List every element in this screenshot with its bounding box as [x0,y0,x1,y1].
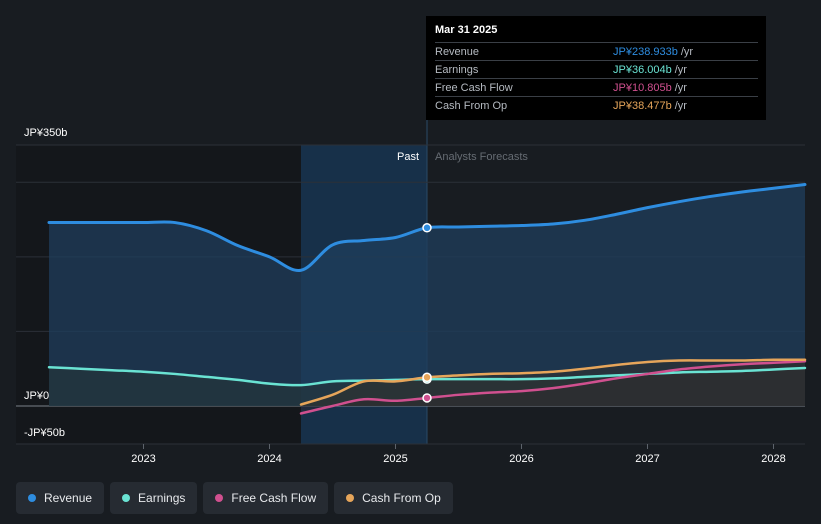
legend-item-cash-from-op[interactable]: Cash From Op [334,482,453,514]
free-cash-flow-marker [422,393,432,403]
past-region-label: Past [397,151,419,163]
tooltip-row-unit: /yr [674,99,687,112]
legend-dot-icon [28,494,36,502]
cash-from-op-line [299,358,807,406]
free-cash-flow-line [299,360,807,415]
revenue-area [49,184,805,406]
legend-item-earnings[interactable]: Earnings [110,482,198,514]
legend-label: Revenue [44,491,93,505]
y-axis-top-label: JP¥350b [24,127,67,139]
forecast-region-label: Analysts Forecasts [435,151,528,163]
x-axis-ticks: 2023 2024 2025 2026 2027 2028 [131,444,786,465]
legend-item-free-cash-flow[interactable]: Free Cash Flow [203,482,329,514]
data-tooltip: Mar 31 2025 Revenue JP¥238.933b/yr Earning… [426,16,766,120]
tooltip-row-unit: /yr [674,81,687,94]
x-tick-label: 2025 [383,453,407,465]
tooltip-row-unit: /yr [680,45,694,58]
tooltip-row-name: Revenue [435,45,480,58]
legend-dot-icon [122,494,131,502]
tooltip-row-value: JP¥10.805b [613,81,672,94]
tooltip-row-unit: /yr [674,63,687,76]
legend-item-revenue[interactable]: Revenue [16,482,105,514]
y-axis-zero-label: JP¥0 [24,390,49,402]
cash-from-op-marker [422,372,432,383]
x-tick-label: 2023 [131,453,155,465]
x-tick-label: 2026 [509,453,533,465]
tooltip-row: Free Cash Flow JP¥10.805b/yr [435,78,758,96]
chart-legend: Revenue Earnings Free Cash Flow Cash From O… [16,482,453,516]
legend-dot-icon [346,494,355,502]
x-tick-label: 2027 [635,453,659,465]
x-tick-label: 2024 [257,453,281,465]
tooltip-row-value: JP¥38.477b [613,99,672,112]
chart-labels: JP¥350b JP¥0 -JP¥50b Past Analysts Forec… [24,127,528,439]
tooltip-row-value: JP¥238.933b [613,45,678,58]
revenue-marker [422,223,432,233]
y-axis-bottom-label: -JP¥50b [24,427,65,439]
tooltip-row-value: JP¥36.004b [613,63,672,76]
legend-label: Cash From Op [362,491,441,505]
tooltip-row: Earnings JP¥36.004b/yr [435,60,758,78]
tooltip-date: Mar 31 2025 [435,24,498,36]
legend-label: Earnings [138,491,186,505]
legend-label: Free Cash Flow [231,491,317,505]
legend-dot-icon [215,494,224,502]
chart-markers [422,223,432,403]
tooltip-row-name: Free Cash Flow [435,81,513,94]
x-tick-label: 2028 [761,453,785,465]
tooltip-row: Revenue JP¥238.933b/yr [435,42,758,60]
tooltip-row-name: Earnings [435,63,479,76]
tooltip-row-name: Cash From Op [435,99,508,112]
tooltip-row: Cash From Op JP¥38.477b/yr [435,96,758,114]
